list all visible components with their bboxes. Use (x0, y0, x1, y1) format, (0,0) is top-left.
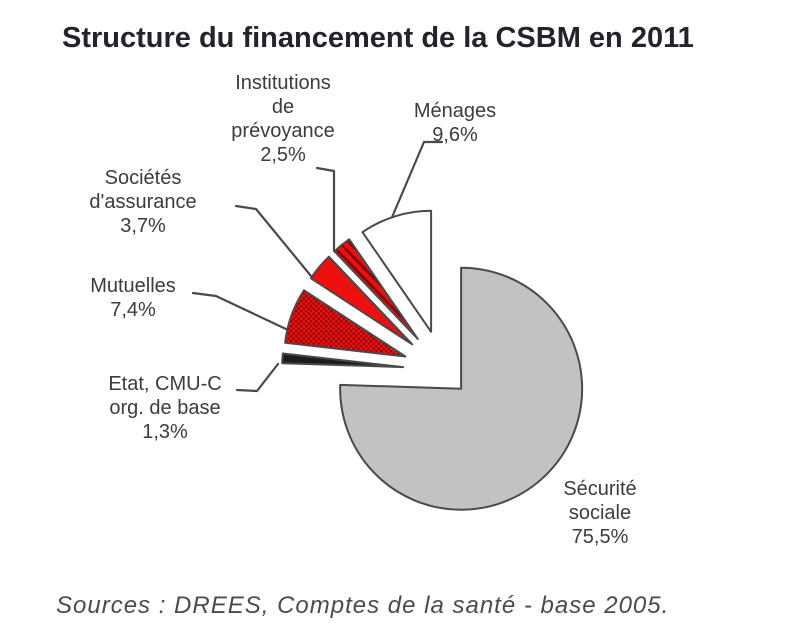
slice-label-text: Institutions (235, 72, 331, 94)
pie-slice-societes (309, 255, 414, 346)
pie-slice-securite (339, 266, 584, 511)
slice-label-text: Ménages (413, 100, 497, 122)
slice-pct-label: 2,5% (260, 144, 306, 166)
leader-line-institutions (315, 166, 336, 253)
slice-pct-label: 1,3% (142, 421, 188, 443)
pie-slice-menages (361, 209, 433, 333)
leader-line-mutuelles (191, 291, 288, 331)
slice-label-etat-cmu-c: Etat, CMU-C org. de base 1,3% (75, 372, 255, 444)
pie-slice-mutuelles (284, 289, 407, 358)
slice-pct-label: 7,4% (110, 299, 156, 321)
slice-label-text: d'assurance (89, 191, 197, 213)
slice-pct-label: 9,6% (432, 124, 478, 146)
slice-pct-label: 3,7% (120, 215, 166, 237)
slice-label-societes-d-assurance: Sociétés d'assurance 3,7% (53, 166, 233, 238)
pie-slice-etat (281, 352, 405, 369)
leader-line-societes (234, 204, 313, 278)
slice-label-text: Sécurité (563, 478, 637, 500)
chart-title: Structure du financement de la CSBM en 2… (62, 22, 694, 54)
pie-slice-institutions (333, 238, 419, 340)
slice-label-text: sociale (568, 502, 632, 524)
slice-pct-label: 75,5% (571, 526, 629, 548)
leader-line-menages (385, 140, 444, 231)
slice-label-text: Etat, CMU-C (108, 373, 222, 395)
leader-line-etat (235, 362, 280, 393)
slice-label-text: org. de base (109, 397, 221, 419)
slice-label-text: Mutuelles (90, 275, 176, 297)
slice-label-text: Sociétés (104, 167, 182, 189)
slice-label-institutions-de-prevoyance: Institutions de prévoyance 2,5% (193, 71, 373, 167)
slice-label-text: de (271, 96, 295, 118)
slice-label-text: prévoyance (231, 120, 335, 142)
slice-label-menages: Ménages 9,6% (385, 99, 525, 147)
slice-label-mutuelles: Mutuelles 7,4% (43, 274, 223, 322)
source-note: Sources : DREES, Comptes de la santé - b… (56, 592, 670, 619)
slice-label-securite-sociale: Sécurité sociale 75,5% (510, 477, 690, 549)
